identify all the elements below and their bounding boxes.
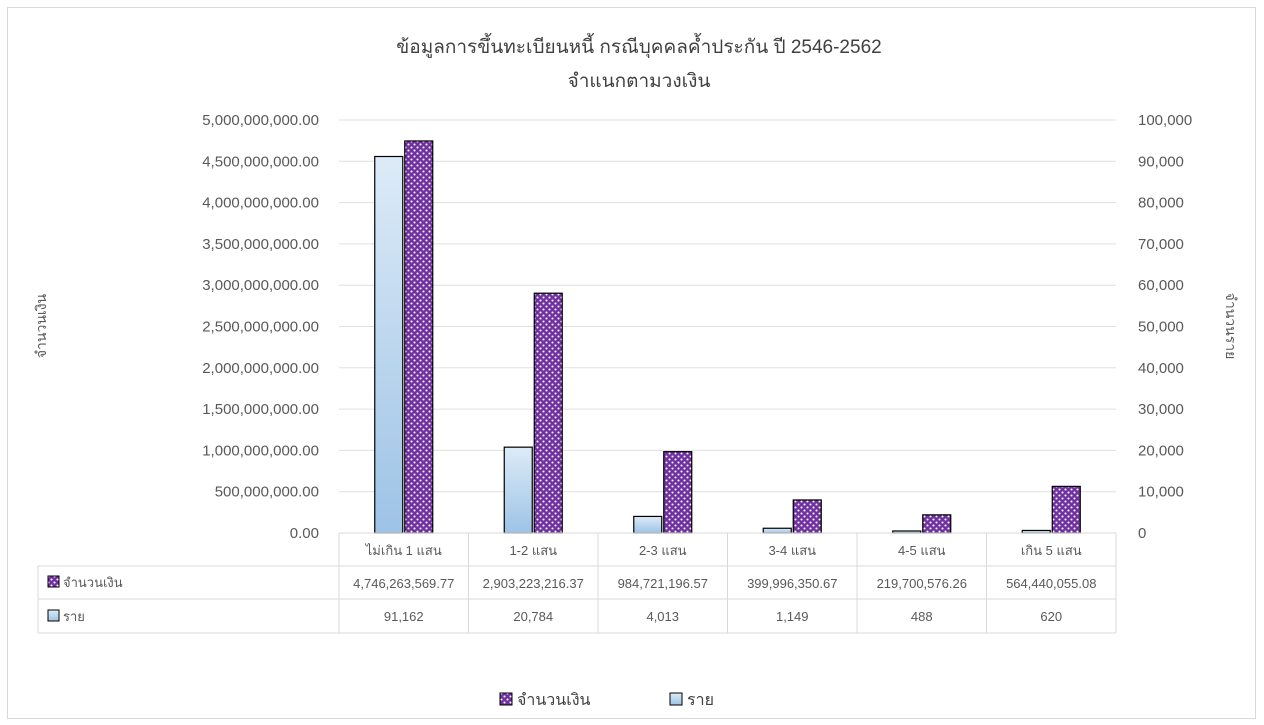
y-left-tick-label: 500,000,000.00 (215, 484, 319, 501)
y-left-tick-label: 3,000,000,000.00 (202, 277, 319, 294)
y-left-tick-label: 1,500,000,000.00 (202, 401, 319, 418)
x-category-label: 4-5 แสน (898, 543, 946, 558)
chart-title: ข้อมูลการขึ้นทะเบียนหนี้ กรณีบุคคลค้ำประ… (396, 33, 881, 59)
bar-count-2 (633, 515, 663, 534)
table-row-header-amount: จำนวนเงิน (63, 575, 123, 590)
y-right-tick-label: 40,000 (1138, 360, 1184, 377)
y-right-tick-label: 90,000 (1138, 153, 1184, 170)
bar-amount-0 (404, 140, 434, 534)
data-label-count: 20,784 (513, 609, 553, 624)
y-left-tick-label: 4,000,000,000.00 (202, 195, 319, 212)
chart-svg: ข้อมูลการขึ้นทะเบียนหนี้ กรณีบุคคลค้ำประ… (33, 33, 1239, 709)
bar-count-3 (762, 527, 792, 534)
data-label-amount: 4,746,263,569.77 (353, 576, 454, 591)
x-category-label: ไม่เกิน 1 แสน (365, 543, 442, 558)
y-left-tick-label: 3,500,000,000.00 (202, 236, 319, 253)
x-category-label: 2-3 แสน (639, 543, 687, 558)
bar-amount-2 (663, 451, 693, 534)
chart-frame: ข้อมูลการขึ้นทะเบียนหนี้ กรณีบุคคลค้ำประ… (7, 7, 1256, 719)
data-label-amount: 399,996,350.67 (747, 576, 837, 591)
legend-key-amount (499, 692, 513, 706)
bar-count-0 (374, 155, 404, 534)
legend-key-count (669, 692, 683, 706)
y-left-axis-title: จำนวนเงิน (33, 293, 49, 358)
bar-amount-3 (792, 499, 822, 534)
y-right-tick-label: 70,000 (1138, 236, 1184, 253)
y-right-axis-title: จำนวนราย (1223, 293, 1239, 360)
y-left-tick-label: 1,000,000,000.00 (202, 442, 319, 459)
y-right-tick-label: 20,000 (1138, 442, 1184, 459)
table-key-amount (47, 575, 60, 588)
data-label-count: 1,149 (776, 609, 809, 624)
y-right-tick-label: 0 (1138, 525, 1146, 542)
table-row-header-count: ราย (63, 609, 85, 624)
y-right-tick-label: 50,000 (1138, 319, 1184, 336)
legend-label-amount: จำนวนเงิน (517, 692, 591, 709)
data-label-count: 91,162 (384, 609, 424, 624)
data-label-amount: 2,903,223,216.37 (483, 576, 584, 591)
bar-amount-4 (922, 514, 952, 534)
y-right-tick-label: 100,000 (1138, 112, 1192, 129)
y-left-tick-label: 2,000,000,000.00 (202, 360, 319, 377)
table-key-count (47, 609, 60, 622)
data-label-count: 4,013 (646, 609, 679, 624)
y-right-tick-label: 30,000 (1138, 401, 1184, 418)
legend-label-count: ราย (687, 692, 714, 709)
x-category-label: เกิน 5 แสน (1021, 543, 1082, 558)
y-left-tick-label: 0.00 (290, 525, 319, 542)
data-label-amount: 984,721,196.57 (618, 576, 708, 591)
bar-count-1 (503, 446, 533, 534)
y-left-tick-label: 2,500,000,000.00 (202, 319, 319, 336)
x-category-label: 1-2 แสน (509, 543, 557, 558)
bar-amount-1 (533, 292, 563, 534)
data-label-amount: 219,700,576.26 (877, 576, 967, 591)
y-right-tick-label: 80,000 (1138, 195, 1184, 212)
y-left-tick-label: 5,000,000,000.00 (202, 112, 319, 129)
data-label-count: 488 (911, 609, 933, 624)
y-right-tick-label: 60,000 (1138, 277, 1184, 294)
bar-amount-5 (1051, 485, 1081, 534)
chart-subtitle: จำแนกตามวงเงิน (568, 71, 711, 92)
y-left-tick-label: 4,500,000,000.00 (202, 153, 319, 170)
data-label-count: 620 (1040, 609, 1062, 624)
y-right-tick-label: 10,000 (1138, 484, 1184, 501)
x-category-label: 3-4 แสน (768, 543, 816, 558)
data-label-amount: 564,440,055.08 (1006, 576, 1096, 591)
